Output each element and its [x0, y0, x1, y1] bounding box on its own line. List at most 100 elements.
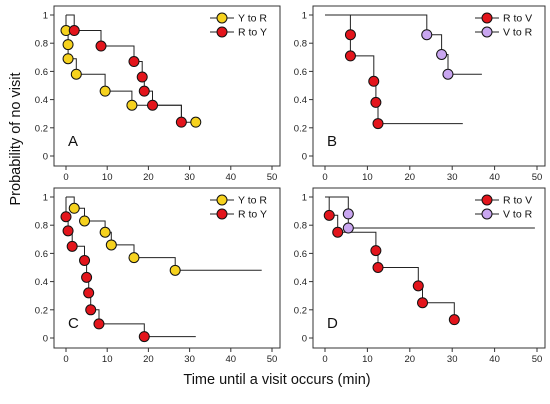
panel-letter: A: [68, 133, 78, 150]
data-point-v-to-r: [436, 48, 448, 60]
series-line-r-to-y: [66, 14, 182, 123]
data-point-v-to-r: [342, 222, 354, 234]
data-point-y-to-r: [62, 39, 74, 51]
legend-label: Y to R: [238, 13, 267, 25]
panel-a-frame: [53, 5, 281, 167]
y-tick-label: 0.6: [35, 249, 48, 260]
data-point-r-to-v: [448, 314, 460, 326]
data-point-y-to-r: [70, 68, 82, 80]
data-point-r-to-v: [417, 297, 429, 309]
x-tick-label: 40: [226, 354, 237, 365]
panel-d: 0 10 20 30 40 50 0 0.2 0.4 0.6 0.8 1 R to V V to R D: [294, 187, 546, 365]
x-tick-label: 20: [405, 172, 416, 183]
legend-label: Y to R: [238, 195, 267, 207]
data-point-y-to-r: [105, 239, 117, 251]
x-tick-label: 20: [143, 172, 154, 183]
data-point-r-to-y: [138, 85, 150, 97]
y-tick-label: 0: [43, 334, 48, 345]
panel-letter: C: [68, 315, 79, 332]
x-tick-label: 10: [102, 172, 113, 183]
legend-marker: [481, 26, 493, 38]
legend-marker: [216, 26, 228, 38]
x-tick-label: 20: [143, 354, 154, 365]
y-tick-label: 1: [302, 11, 307, 22]
y-tick-label: 0.4: [294, 95, 307, 106]
data-point-r-to-y: [136, 71, 148, 83]
data-point-y-to-r: [79, 215, 91, 227]
data-point-r-to-y: [66, 240, 78, 252]
legend-label: R to V: [503, 195, 532, 207]
data-point-y-to-r: [99, 226, 111, 238]
data-point-r-to-y: [62, 225, 74, 237]
x-tick-label: 50: [267, 172, 278, 183]
data-point-r-to-v: [372, 118, 384, 130]
legend-marker: [481, 12, 493, 24]
x-tick-label: 30: [447, 354, 458, 365]
y-tick-label: 1: [43, 11, 48, 22]
data-point-r-to-y: [175, 116, 187, 128]
x-tick-label: 0: [63, 354, 68, 365]
x-axis-title: Time until a visit occurs (min): [183, 372, 370, 388]
y-tick-label: 0: [302, 152, 307, 163]
y-tick-label: 0.8: [35, 221, 48, 232]
panel-letter: B: [327, 133, 337, 150]
data-point-r-to-v: [332, 226, 344, 238]
x-tick-label: 0: [322, 172, 327, 183]
data-point-r-to-y: [81, 271, 93, 283]
panel-d-frame: [312, 187, 546, 349]
data-point-v-to-r: [421, 29, 433, 41]
data-point-y-to-r: [99, 85, 111, 97]
x-tick-label: 50: [532, 354, 543, 365]
panel-c: 0 10 20 30 40 50 0 0.2 0.4 0.6 0.8 1 Y to R R to Y C: [35, 187, 281, 365]
data-point-v-to-r: [342, 208, 354, 220]
data-point-r-to-y: [95, 40, 107, 52]
y-tick-label: 0.8: [35, 39, 48, 50]
legend-marker: [481, 194, 493, 206]
x-tick-label: 50: [532, 172, 543, 183]
y-tick-label: 0.8: [294, 39, 307, 50]
data-point-r-to-y: [128, 56, 140, 68]
data-point-y-to-r: [68, 202, 80, 214]
data-point-y-to-r: [190, 116, 202, 128]
data-point-r-to-v: [344, 29, 356, 41]
y-tick-label: 0.2: [35, 123, 48, 134]
legend-label: V to R: [503, 209, 533, 221]
x-tick-label: 40: [226, 172, 237, 183]
x-tick-label: 0: [63, 172, 68, 183]
y-tick-label: 0: [43, 152, 48, 163]
legend-marker: [216, 12, 228, 24]
y-tick-label: 0.2: [294, 305, 307, 316]
panel-b-frame: [312, 5, 546, 167]
y-tick-label: 0.8: [294, 221, 307, 232]
data-point-r-to-v: [372, 262, 384, 273]
y-tick-label: 0.2: [35, 305, 48, 316]
data-point-r-to-v: [368, 75, 380, 87]
x-tick-label: 30: [184, 172, 195, 183]
y-axis-title: Probability of no visit: [8, 73, 24, 206]
y-tick-label: 0.6: [294, 249, 307, 260]
y-tick-label: 0.6: [294, 67, 307, 78]
x-tick-label: 10: [102, 354, 113, 365]
x-tick-label: 40: [489, 172, 500, 183]
data-point-r-to-y: [79, 254, 91, 266]
data-point-y-to-r: [169, 264, 181, 276]
data-point-r-to-y: [147, 99, 159, 111]
x-tick-label: 10: [362, 354, 373, 365]
data-point-r-to-y: [85, 304, 97, 316]
legend-marker: [216, 208, 228, 220]
x-tick-label: 10: [362, 172, 373, 183]
x-tick-label: 20: [405, 354, 416, 365]
legend-label: R to Y: [238, 27, 267, 39]
data-point-r-to-y: [83, 287, 95, 299]
x-tick-label: 30: [184, 354, 195, 365]
legend-label: R to V: [503, 13, 532, 25]
panel-a: 0 10 20 30 40 50 0 0.2 0.4 0.6 0.8 1 Y to R R to Y A: [35, 5, 281, 183]
y-tick-label: 0.6: [35, 67, 48, 78]
legend-marker: [216, 194, 228, 206]
panel-b: 0 10 20 30 40 50 0 0.2 0.4 0.6 0.8 1 R to V V to R B: [294, 5, 546, 183]
x-tick-label: 30: [447, 172, 458, 183]
series-line-y-to-r: [66, 196, 262, 271]
data-point-r-to-v: [370, 96, 382, 108]
data-point-r-to-v: [412, 280, 424, 292]
